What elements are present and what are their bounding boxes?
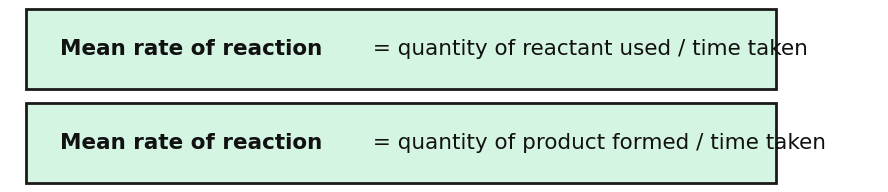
- FancyBboxPatch shape: [26, 9, 776, 89]
- Text: = quantity of reactant used / time taken: = quantity of reactant used / time taken: [366, 39, 808, 59]
- Text: Mean rate of reaction: Mean rate of reaction: [60, 133, 322, 153]
- Text: = quantity of product formed / time taken: = quantity of product formed / time take…: [366, 133, 826, 153]
- Text: Mean rate of reaction: Mean rate of reaction: [60, 39, 322, 59]
- FancyBboxPatch shape: [26, 103, 776, 183]
